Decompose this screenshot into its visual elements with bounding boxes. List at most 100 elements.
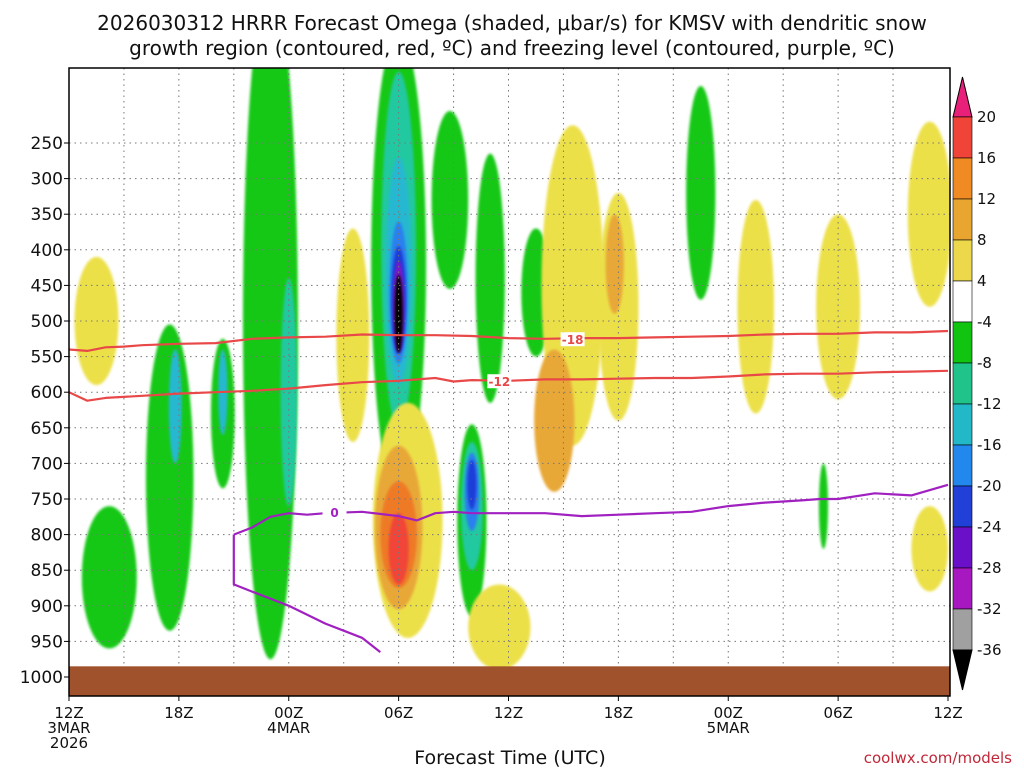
colorbar-label: 20 [977, 108, 996, 126]
grid-lines [69, 68, 950, 696]
omega-region-negative-green [475, 153, 505, 403]
ground-surface [69, 666, 950, 696]
y-tick-label: 350 [31, 205, 63, 225]
colorbar-top-arrow [952, 76, 973, 118]
omega-shading [74, 68, 950, 670]
contour-line-sfc [232, 534, 381, 653]
colorbar-label: -24 [977, 518, 1002, 536]
colorbar-label: 4 [977, 272, 987, 290]
y-tick-label: 1000 [20, 668, 63, 688]
x-tick-label: 12Z [54, 704, 83, 722]
colorbar-label: 16 [977, 149, 996, 167]
omega-region-negative-green [431, 110, 469, 289]
title-line-2: growth region (contoured, red, ºC) and f… [129, 36, 895, 60]
omega-region-positive-red [388, 513, 409, 585]
contour-line--18 [69, 329, 949, 352]
colorbar-label: -16 [977, 436, 1002, 454]
y-tick-label: 850 [31, 561, 63, 581]
credit-label: coolwx.com/models [864, 749, 1012, 767]
omega-region-negative-green [81, 506, 137, 649]
colorbar-bottom-arrow [952, 649, 973, 691]
y-tick-label: 250 [31, 134, 63, 154]
chart-title: 2026030312 HRRR Forecast Omega (shaded, … [97, 11, 927, 60]
colorbar-swatch [952, 198, 973, 241]
omega-region-positive-yellow [907, 121, 950, 307]
x-tick-label: 3MAR [47, 719, 90, 737]
x-tick-label: 12Z [933, 704, 962, 722]
contour-label-bg [487, 374, 512, 389]
x-tick-label: 5MAR [707, 719, 750, 737]
omega-region-positive-yellow [468, 584, 531, 670]
contour-label-bg [560, 332, 585, 347]
plot-frame [68, 67, 951, 697]
omega-region-positive-yellow [816, 214, 861, 400]
colorbar-swatch [952, 157, 973, 200]
colorbar-label: -32 [977, 600, 1002, 618]
omega-region-positive-yellow [911, 506, 948, 592]
omega-region-negative-cyan [168, 349, 182, 464]
colorbar-label: -28 [977, 559, 1002, 577]
x-tick-label: 12Z [494, 704, 523, 722]
temperature-contours: -18 -12 0 [69, 329, 949, 653]
y-tick-label: 450 [31, 276, 63, 296]
contour-label: -12 [489, 375, 511, 389]
omega-region-negative-teal [280, 278, 297, 507]
x-tick-label: 06Z [823, 704, 852, 722]
x-tick-label: 18Z [164, 704, 193, 722]
y-tick-label: 300 [31, 170, 63, 190]
colorbar-label: -8 [977, 354, 992, 372]
contour-label-bg [322, 505, 347, 520]
colorbar-label: -36 [977, 641, 1002, 659]
contour-label: 0 [330, 506, 338, 520]
y-tick-label: 600 [31, 383, 63, 403]
x-tick-label: 00Z [714, 704, 743, 722]
omega-region-negative-darkblue [467, 459, 477, 510]
x-tick-label: 4MAR [267, 719, 310, 737]
omega-region-negative-green [145, 324, 194, 631]
y-axis-ticks: 250 300 350 400 450 500 550 600 650 700 750 800 850 9… [20, 134, 69, 688]
colorbar-swatch [952, 567, 973, 610]
x-tick-label: 2026 [50, 734, 88, 752]
contour-line-0 [233, 483, 949, 536]
y-tick-label: 700 [31, 454, 63, 474]
omega-region-positive-yellow [74, 256, 119, 386]
y-tick-label: 950 [31, 632, 63, 652]
colorbar-swatch [952, 403, 973, 446]
x-tick-label: 06Z [384, 704, 413, 722]
colorbar-label: 12 [977, 190, 996, 208]
x-tick-label: 00Z [274, 704, 303, 722]
y-tick-label: 750 [31, 490, 63, 510]
omega-region-positive-tan [605, 214, 624, 314]
colorbar-legend: 20 16 12 8 4 -4 -8 -12 -16 -20 -24 -28 -32 -36 [952, 76, 1002, 691]
y-tick-label: 900 [31, 597, 63, 617]
y-tick-label: 500 [31, 312, 63, 332]
y-tick-label: 650 [31, 419, 63, 439]
y-tick-label: 800 [31, 526, 63, 546]
colorbar-label: -12 [977, 395, 1002, 413]
colorbar-label: -4 [977, 313, 992, 331]
omega-region-positive-yellow [737, 199, 775, 414]
title-line-1: 2026030312 HRRR Forecast Omega (shaded, … [97, 11, 927, 35]
colorbar-swatch [952, 280, 973, 323]
colorbar-label: -20 [977, 477, 1002, 495]
contour-label: -18 [562, 333, 584, 347]
colorbar-swatch [952, 526, 973, 569]
y-tick-label: 400 [31, 241, 63, 261]
colorbar-swatch [952, 362, 973, 405]
contour-line--12 [69, 369, 949, 402]
colorbar-swatch [952, 116, 973, 159]
omega-region-negative-green [686, 86, 716, 300]
omega-region-negative-green [242, 68, 298, 660]
omega-region-positive-tan [534, 349, 575, 492]
x-axis-title: Forecast Time (UTC) [414, 747, 605, 768]
colorbar-label: 8 [977, 231, 987, 249]
colorbar-swatch [952, 239, 973, 282]
omega-region-negative-green [818, 463, 829, 549]
x-tick-label: 18Z [604, 704, 633, 722]
omega-region-negative-black [394, 274, 403, 354]
colorbar-swatch [952, 444, 973, 487]
colorbar-swatch [952, 608, 973, 651]
y-tick-label: 550 [31, 348, 63, 368]
colorbar-swatch [952, 321, 973, 364]
